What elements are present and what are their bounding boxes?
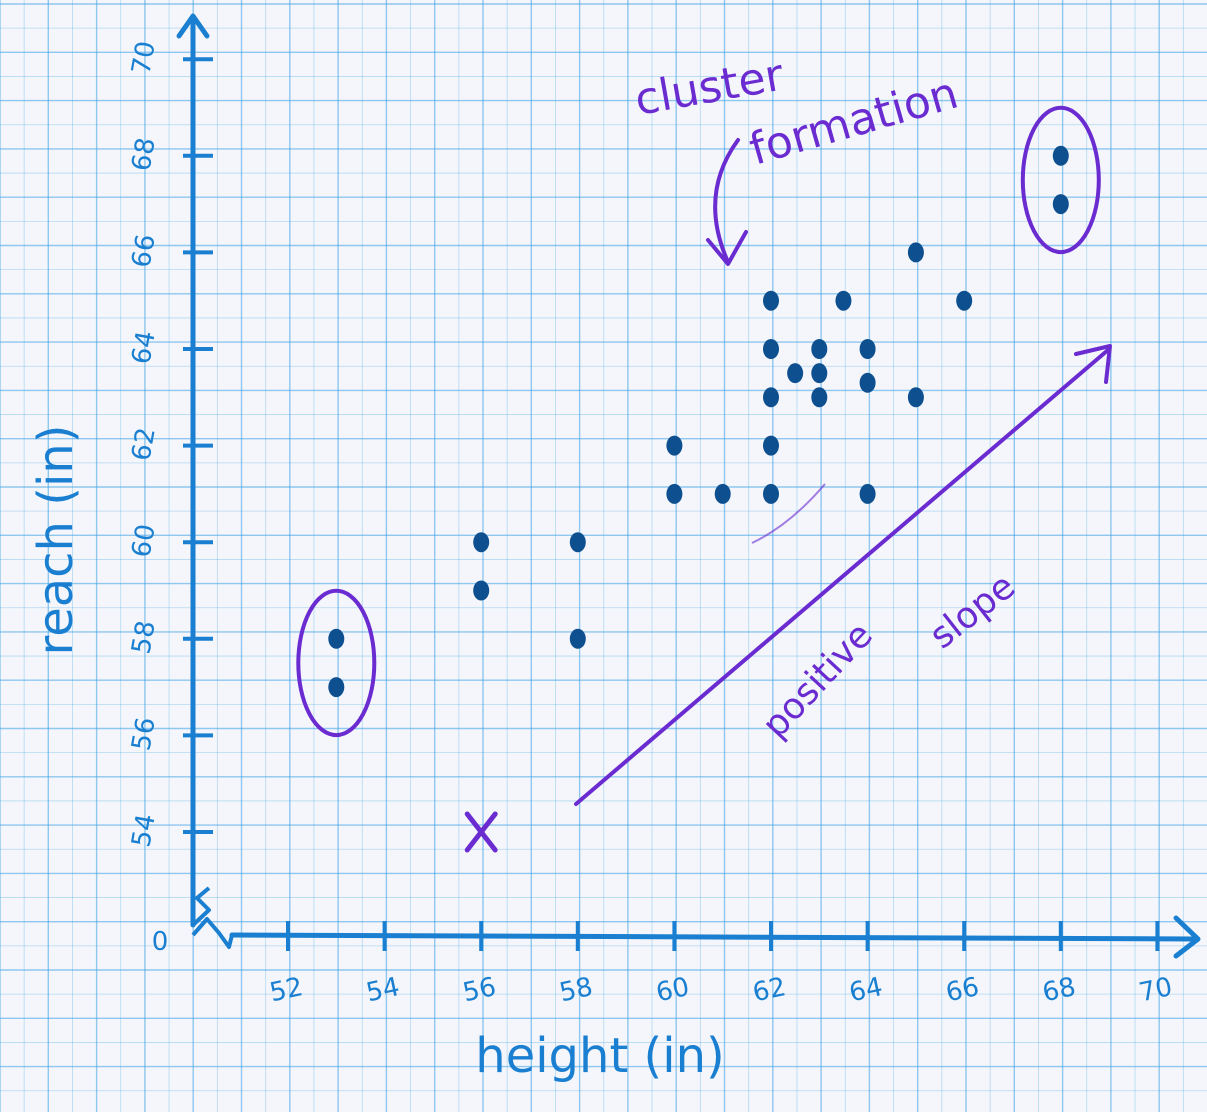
data-point	[907, 387, 924, 408]
outlier-x-mark	[464, 811, 498, 853]
cluster-arrow-shaft	[713, 138, 740, 264]
y-tick-label: 64	[126, 329, 161, 367]
data-point	[473, 532, 490, 553]
x-axis-break	[191, 917, 234, 949]
data-point	[666, 483, 683, 504]
y-axis-arrow	[176, 13, 210, 39]
annotation-layer	[296, 105, 1112, 853]
data-point	[787, 363, 804, 384]
data-point	[328, 628, 345, 649]
y-tick-label: 54	[126, 812, 161, 850]
data-point	[763, 290, 779, 311]
x-tick-label: 60	[653, 972, 692, 1008]
origin-label: 0	[152, 927, 169, 957]
x-tick-label: 68	[1040, 972, 1079, 1008]
circled-group	[296, 588, 377, 738]
data-point	[763, 435, 779, 456]
x-tick-label: 58	[557, 972, 596, 1008]
trend-annotation-line2: slope	[922, 566, 1023, 657]
data-point	[473, 580, 490, 601]
data-point	[907, 242, 924, 263]
y-axis-label: reach (in)	[28, 425, 84, 656]
cluster-annotation-line1: cluster	[631, 49, 788, 125]
data-point	[763, 483, 779, 504]
circled-group	[1020, 105, 1101, 255]
data-point	[956, 290, 973, 311]
y-tick-label: 58	[126, 619, 161, 657]
data-point	[763, 339, 779, 359]
data-point	[666, 435, 683, 456]
data-point	[811, 339, 828, 359]
y-tick-label: 60	[126, 522, 161, 560]
trend-arrow-head	[1074, 344, 1112, 384]
cluster-arrow-head	[706, 230, 748, 266]
data-point	[328, 677, 345, 698]
x-tick-label: 56	[460, 972, 499, 1008]
data-point	[1052, 194, 1069, 215]
data-point	[569, 628, 586, 649]
x-tick-label: 62	[750, 972, 789, 1008]
data-point	[859, 483, 876, 504]
y-tick-label: 62	[126, 425, 161, 463]
x-axis-label: height (in)	[475, 1028, 724, 1084]
y-tick-label: 68	[126, 136, 161, 174]
data-point	[1052, 145, 1069, 166]
y-tick-label: 66	[126, 232, 161, 270]
x-tick-label: 52	[267, 972, 306, 1008]
data-point	[859, 339, 876, 359]
data-point	[835, 290, 852, 311]
x-tick-label: 66	[943, 972, 982, 1008]
axes	[176, 13, 1201, 959]
x-tick-label: 70	[1136, 972, 1175, 1008]
x-axis-arrow	[1173, 915, 1201, 959]
data-points	[328, 145, 1069, 698]
data-point	[714, 483, 731, 504]
y-axis-break	[191, 886, 211, 927]
data-point	[811, 387, 828, 408]
tick-marks: 52 54 56 58 60 62 64 66 68 70 54 56 58 60 62 64 66 68 70	[126, 39, 1175, 1008]
x-axis-line	[229, 932, 1198, 942]
data-point	[763, 387, 779, 408]
data-point	[569, 532, 586, 553]
y-tick-label: 56	[126, 715, 161, 753]
data-point	[811, 363, 828, 384]
x-tick-label: 64	[847, 972, 886, 1008]
trend-arrow-line	[574, 348, 1110, 806]
stray-stroke	[751, 483, 826, 544]
data-point	[859, 372, 876, 393]
y-tick-label: 70	[126, 39, 161, 77]
x-tick-label: 54	[364, 972, 403, 1008]
